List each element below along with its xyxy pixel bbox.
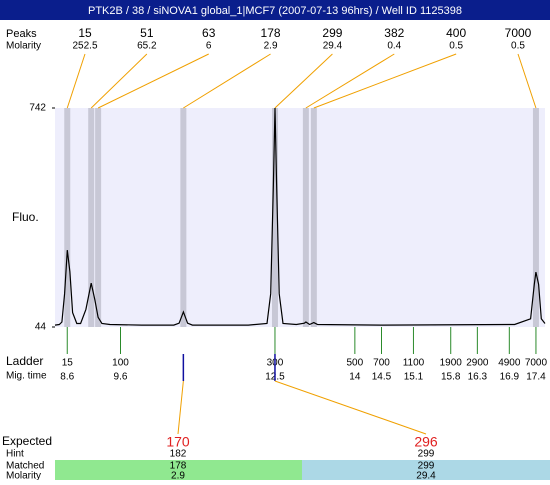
ladder-mig-time: 17.4 <box>526 372 546 383</box>
peak-connector <box>183 53 271 109</box>
peak-molarity: 65.2 <box>137 41 157 52</box>
peak-size: 382 <box>384 26 404 40</box>
hint-value: 299 <box>418 449 435 460</box>
plot-area <box>55 108 545 327</box>
matched-molarity: 29.4 <box>416 471 436 480</box>
peak-band <box>88 108 95 327</box>
peak-molarity: 6 <box>206 41 212 52</box>
peak-size: 299 <box>322 26 342 40</box>
hint-value: 182 <box>170 449 187 460</box>
peak-molarity: 252.5 <box>72 41 97 52</box>
matched-value: 178 <box>170 461 187 472</box>
peak-size: 178 <box>261 26 281 40</box>
matched-label: Matched <box>6 461 44 472</box>
peak-band <box>310 108 317 327</box>
peak-connector <box>274 53 333 109</box>
peak-connector <box>517 53 537 109</box>
ladder-mig-time: 8.6 <box>60 372 74 383</box>
y-tick-label: 742 <box>29 103 46 114</box>
fluorescence-trace <box>54 107 546 326</box>
hint-label: Hint <box>6 449 24 460</box>
peak-band <box>302 108 309 327</box>
molarity-label: Molarity <box>6 471 41 480</box>
ladder-size: 1100 <box>403 358 425 369</box>
ladder-size: 2900 <box>466 358 489 369</box>
ladder-mig-time: 15.1 <box>404 372 424 383</box>
expected-label: Expected <box>2 434 52 448</box>
peaks-label: Peaks <box>6 28 37 40</box>
peak-connector <box>90 53 148 109</box>
expected-size: 170 <box>166 434 190 450</box>
peak-size: 51 <box>140 26 154 40</box>
ladder-mig-time: 14 <box>349 372 361 383</box>
ladder-size: 7000 <box>525 358 548 369</box>
ladder-mig-time: 16.9 <box>500 372 520 383</box>
y-axis-label: Fluo. <box>12 210 39 224</box>
peaks-molarity-label: Molarity <box>6 41 41 52</box>
matched-cell-bg <box>302 460 550 480</box>
matched-value: 299 <box>418 461 435 472</box>
ladder-size: 100 <box>112 358 129 369</box>
ladder-label: Ladder <box>6 354 43 368</box>
y-tick-label: 44 <box>35 322 47 333</box>
ladder-size: 15 <box>62 358 74 369</box>
ladder-size: 4900 <box>498 358 521 369</box>
peak-size: 400 <box>446 26 466 40</box>
peak-connector <box>313 53 457 109</box>
matched-cell-bg <box>55 460 302 480</box>
peak-band <box>271 108 278 327</box>
peak-molarity: 0.5 <box>449 41 463 52</box>
ladder-size: 700 <box>373 358 390 369</box>
expected-connector <box>177 380 184 435</box>
expected-connector <box>274 380 427 435</box>
ladder-mig-time: 16.3 <box>468 372 488 383</box>
peak-molarity: 0.4 <box>387 41 401 52</box>
peak-size: 7000 <box>505 26 532 40</box>
peak-size: 63 <box>202 26 216 40</box>
peak-band <box>532 108 539 327</box>
ladder-mig-time: 9.6 <box>114 372 128 383</box>
peak-molarity: 2.9 <box>264 41 278 52</box>
expected-size: 296 <box>414 434 438 450</box>
peak-band <box>95 108 102 327</box>
ladder-size: 1900 <box>440 358 463 369</box>
peak-band <box>64 108 71 327</box>
ladder-mig-time: 14.5 <box>372 372 392 383</box>
matched-molarity: 2.9 <box>171 471 185 480</box>
peak-band <box>180 108 187 327</box>
ladder-size: 500 <box>347 358 364 369</box>
peak-connector <box>305 53 395 109</box>
peak-molarity: 0.5 <box>511 41 525 52</box>
peak-size: 15 <box>78 26 92 40</box>
peak-molarity: 29.4 <box>323 41 343 52</box>
peak-connector <box>66 53 86 109</box>
mig-time-label: Mig. time <box>6 371 47 382</box>
peak-connector <box>97 53 209 109</box>
ladder-mig-time: 15.8 <box>441 372 461 383</box>
title-bar <box>0 0 550 20</box>
window-title: PTK2B / 38 / siNOVA1 global_1|MCF7 (2007… <box>88 5 462 17</box>
